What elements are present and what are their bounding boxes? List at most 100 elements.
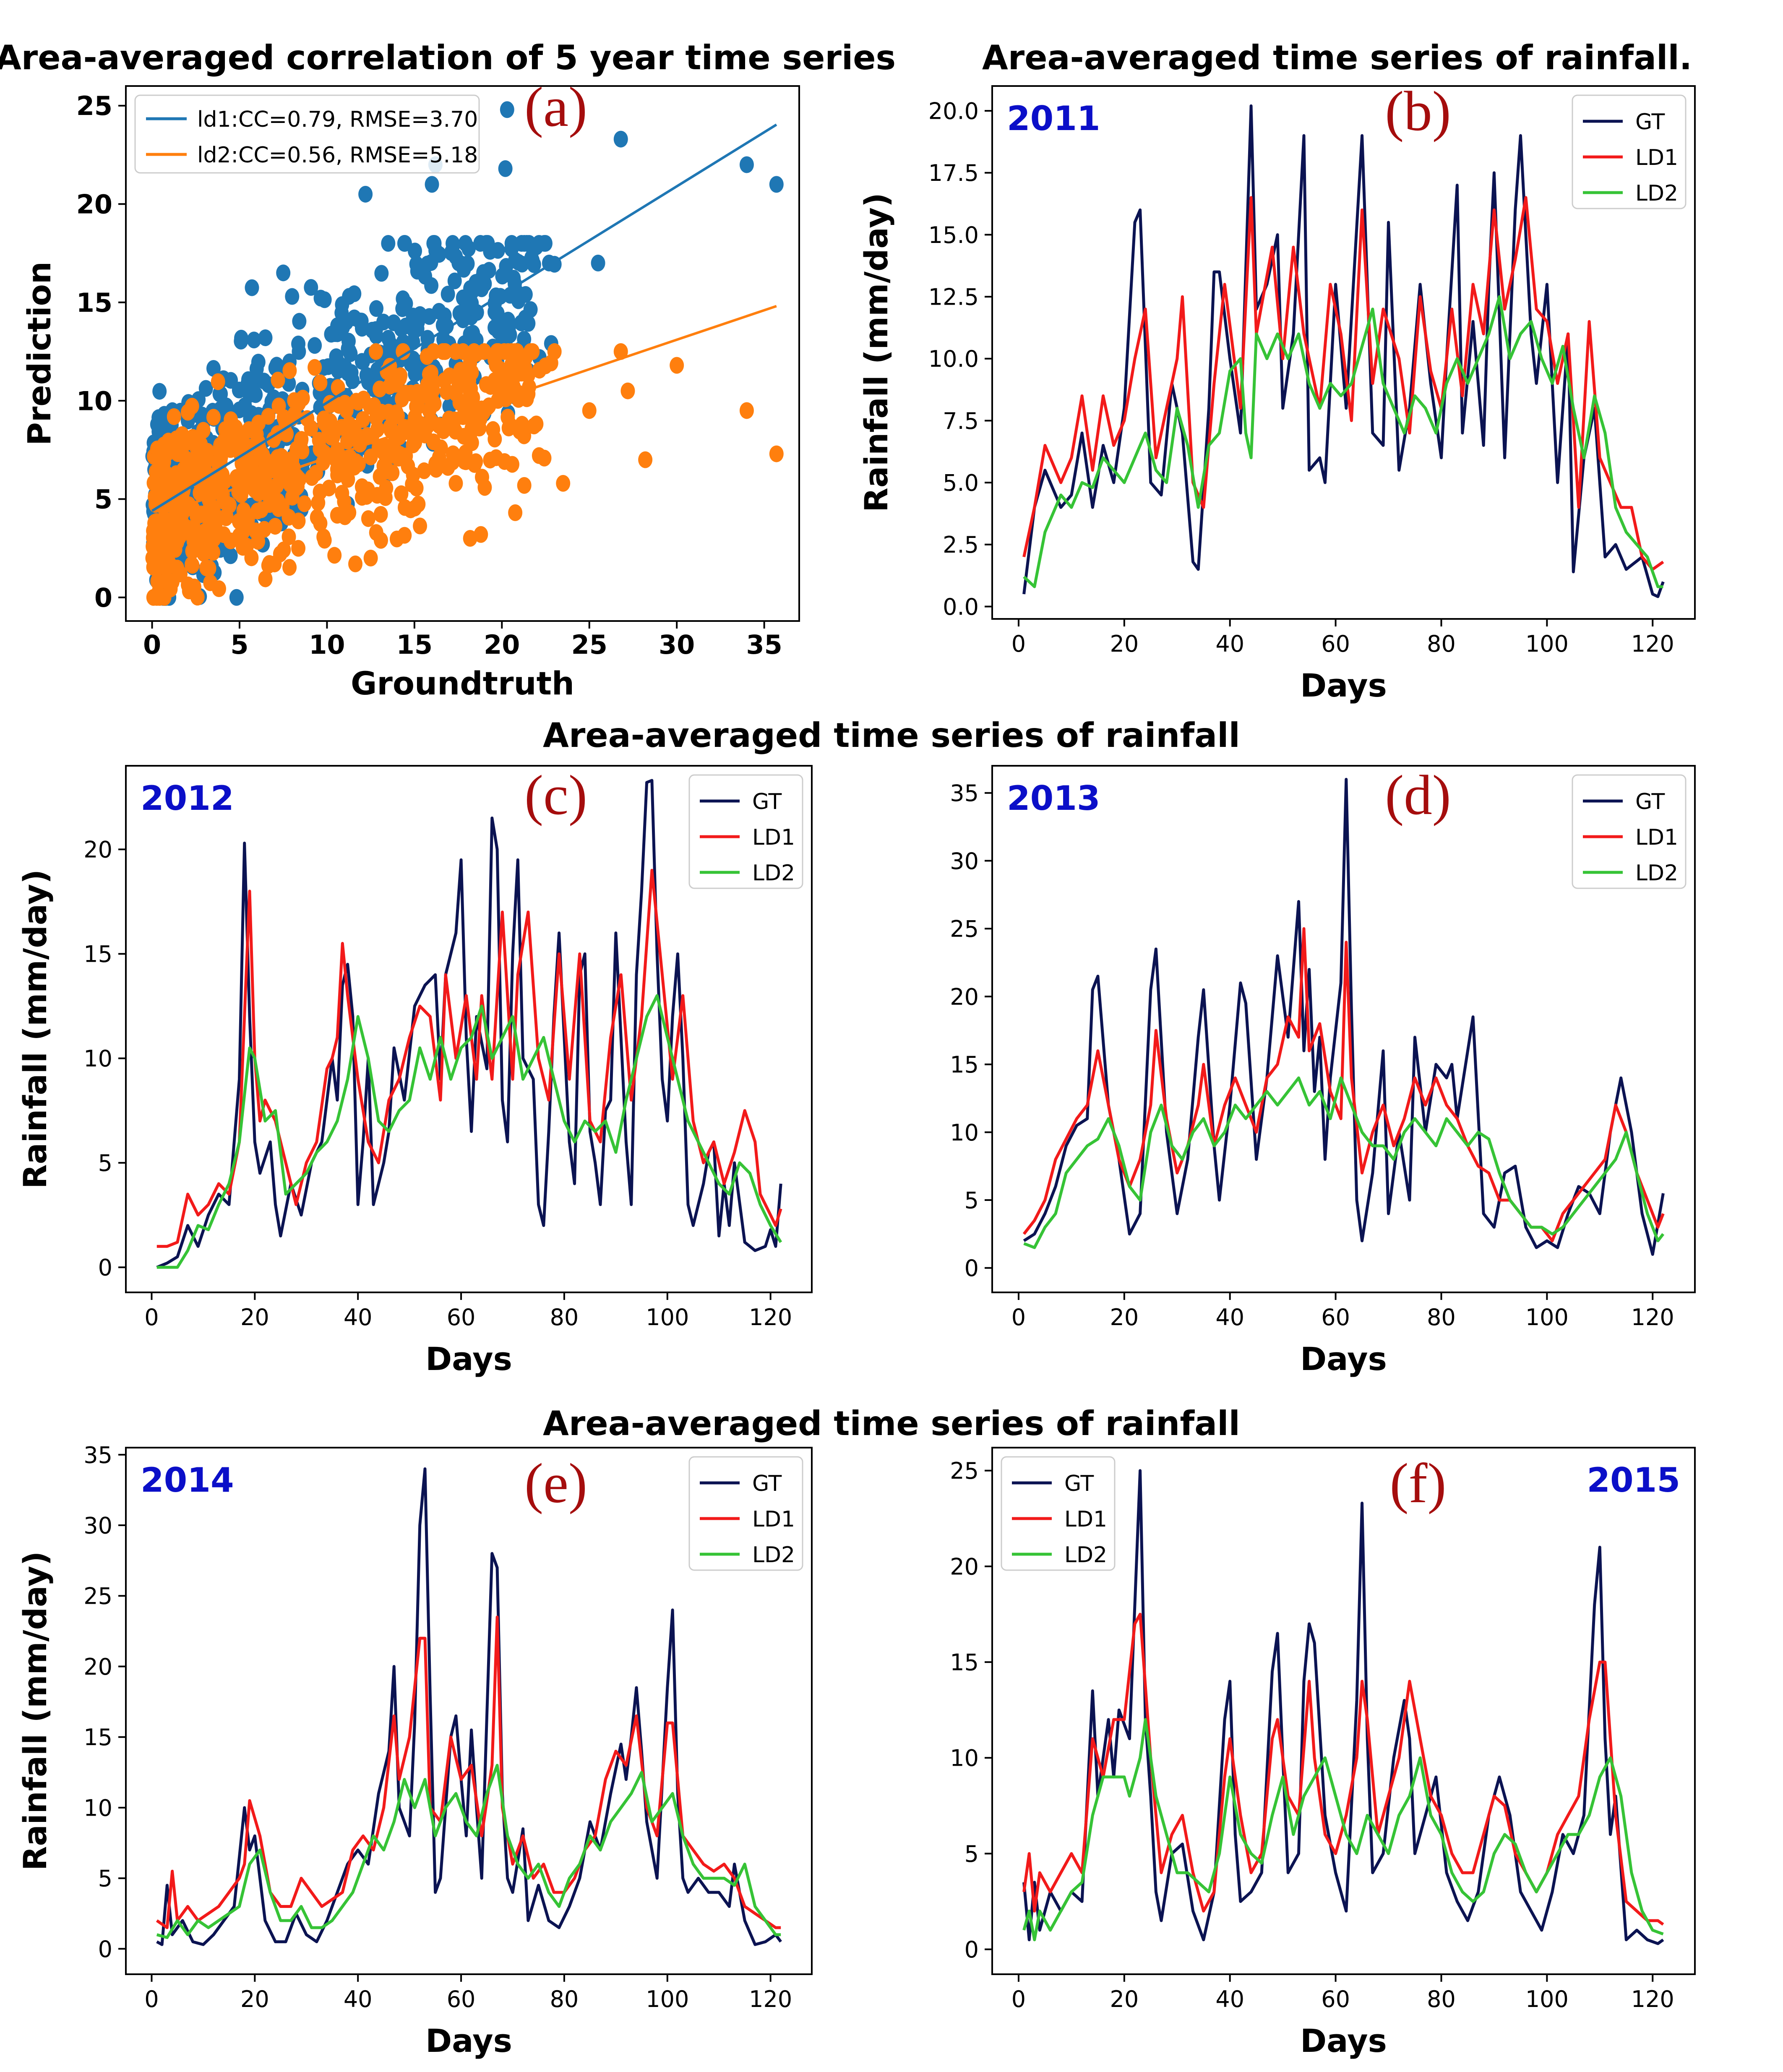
- axes-frame: [125, 1447, 813, 1975]
- ld2-point: [287, 406, 302, 423]
- ld2-point: [337, 493, 352, 510]
- y-tick-label: 15: [83, 1724, 112, 1751]
- ld2-point: [289, 479, 304, 496]
- y-tick-label: 15: [76, 287, 112, 318]
- legend-label: GT: [1064, 1471, 1094, 1496]
- x-tick-label: 120: [749, 1986, 792, 2012]
- ld2-point: [196, 422, 211, 439]
- y-tick-label: 0: [98, 1255, 112, 1281]
- x-tick-label: 60: [447, 1304, 476, 1331]
- ld2-point: [248, 481, 262, 498]
- x-tick-label: 0: [1011, 1304, 1026, 1331]
- ld1-point: [424, 277, 439, 294]
- ld2-point: [177, 524, 192, 541]
- axes-frame: [125, 765, 813, 1293]
- x-tick-label: 100: [1525, 1986, 1569, 2012]
- ld2-point: [441, 459, 455, 476]
- y-tick-label: 20: [76, 189, 112, 220]
- ld2-point: [295, 389, 310, 407]
- ld1-point: [447, 272, 462, 290]
- axes-frame: [991, 1447, 1696, 1975]
- ld2-point: [316, 528, 331, 545]
- x-tick-label: 100: [646, 1986, 689, 2012]
- x-tick-label: 60: [447, 1986, 476, 2012]
- x-tick-label: 25: [571, 629, 607, 660]
- plot-area: [156, 1467, 782, 1946]
- ld1-point: [461, 240, 476, 257]
- ld1-point: [487, 303, 502, 321]
- y-tick-label: 5: [964, 1841, 979, 1867]
- ld2-point: [388, 407, 402, 424]
- y-tick-label: 0.0: [943, 594, 979, 620]
- y-tick-label: 10: [950, 1120, 979, 1146]
- x-tick-label: 120: [1631, 631, 1674, 657]
- panel-letter: (d): [1385, 764, 1451, 827]
- y-tick-label: 5.0: [943, 470, 979, 496]
- ld2-point: [191, 507, 206, 524]
- ld2-point: [196, 545, 211, 562]
- x-tick-label: 60: [1321, 1986, 1350, 2012]
- ld2-point: [157, 447, 172, 465]
- ld2-point: [289, 441, 304, 458]
- ld1-point: [276, 264, 291, 282]
- x-tick-label: 80: [1427, 1304, 1456, 1331]
- ld2-point: [417, 462, 431, 479]
- ld2-point: [439, 383, 454, 400]
- x-tick-label: 10: [309, 629, 345, 660]
- y-tick-label: 20: [950, 1553, 979, 1580]
- ld1-point: [249, 360, 264, 377]
- ld1-point: [355, 320, 369, 337]
- ld2-point: [324, 428, 339, 446]
- ld2-point: [193, 436, 208, 453]
- y-tick-label: 20.0: [928, 98, 979, 125]
- ld2-point: [487, 351, 502, 368]
- ld1-point: [342, 288, 357, 305]
- legend-label: LD2: [1635, 861, 1678, 886]
- ld2-point: [368, 343, 383, 360]
- ld2-point: [420, 348, 434, 365]
- ld2-point: [388, 376, 403, 393]
- y-tick-label: 10: [83, 1046, 112, 1072]
- series-line-gt: [1023, 778, 1665, 1256]
- x-tick-label: 20: [484, 629, 520, 660]
- x-axis-label: Days: [425, 2022, 512, 2059]
- ld2-point: [501, 343, 516, 360]
- ld2-point: [426, 433, 441, 451]
- ld1-point: [247, 331, 261, 349]
- ld2-point: [275, 498, 290, 515]
- ld2-point: [266, 431, 281, 448]
- ld2-point: [282, 528, 296, 545]
- ld2-point: [165, 541, 180, 558]
- x-tick-label: 0: [143, 629, 161, 660]
- legend-label: LD2: [752, 861, 795, 886]
- ld2-point: [547, 343, 562, 360]
- ld2-point: [167, 408, 181, 425]
- ld2-point: [556, 475, 571, 492]
- legend-label: LD1: [1635, 145, 1678, 170]
- ld2-point: [369, 410, 384, 427]
- plot-area: [1022, 778, 1665, 1256]
- ld2-point: [262, 488, 277, 505]
- y-tick-label: 30: [83, 1512, 112, 1539]
- x-tick-label: 0: [144, 1986, 159, 2012]
- x-tick-label: 40: [344, 1304, 373, 1331]
- ld2-point: [341, 471, 355, 488]
- ld1-point: [376, 313, 391, 331]
- x-axis-label: Groundtruth: [351, 665, 574, 702]
- ld1-point: [292, 343, 306, 360]
- title-scatter: Area-averaged correlation of 5 year time…: [0, 38, 896, 77]
- ld2-point: [448, 475, 463, 492]
- ld2-point: [327, 547, 342, 564]
- ld2-point: [203, 574, 218, 591]
- ld2-point: [360, 427, 375, 444]
- y-tick-label: 25: [950, 1458, 979, 1484]
- y-tick-label: 5: [964, 1187, 979, 1213]
- ld1-point: [508, 252, 523, 269]
- y-tick-label: 20: [83, 837, 112, 863]
- ld2-point: [181, 576, 196, 593]
- series-line-ld1: [1022, 1613, 1664, 1926]
- y-tick-label: 15: [950, 1052, 979, 1078]
- ld1-point: [331, 355, 346, 372]
- legend: ld1:CC=0.79, RMSE=3.70 ld2:CC=0.56, RMSE=…: [134, 94, 480, 174]
- x-tick-label: 100: [1525, 631, 1569, 657]
